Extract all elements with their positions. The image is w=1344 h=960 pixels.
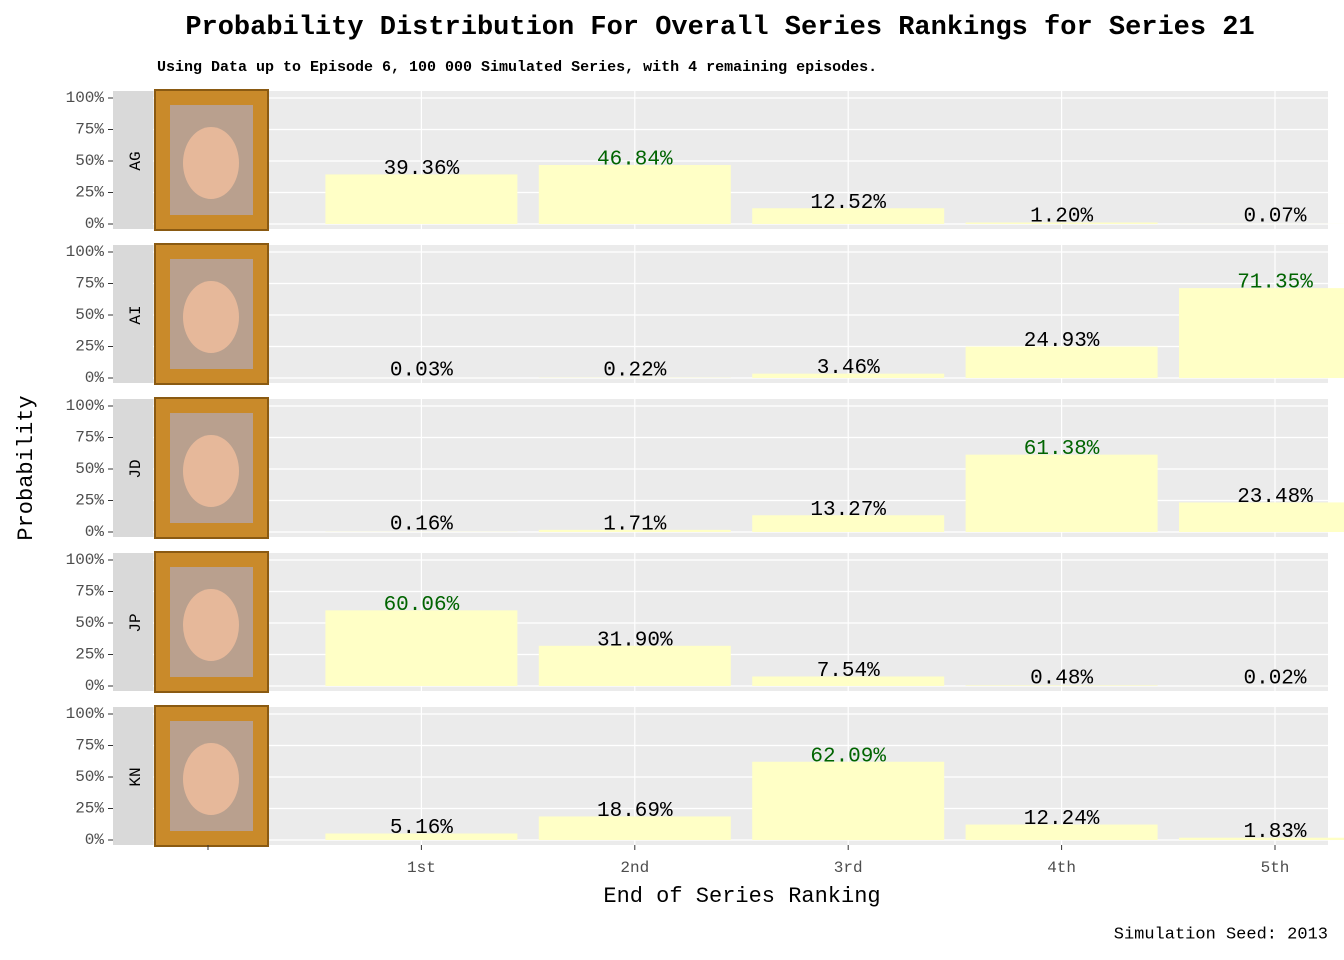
y-tick-label: 0% xyxy=(85,523,105,541)
bar xyxy=(752,515,945,532)
y-tick-label: 75% xyxy=(75,737,104,755)
y-tick-label: 50% xyxy=(75,306,104,324)
photo-face xyxy=(183,281,239,353)
bar xyxy=(965,685,1158,686)
y-tick-label: 100% xyxy=(66,243,105,261)
y-tick-label: 50% xyxy=(75,152,104,170)
value-label: 0.16% xyxy=(390,514,453,537)
strip-label: AG xyxy=(127,151,145,170)
value-label: 62.09% xyxy=(810,745,886,768)
photo-face xyxy=(183,743,239,815)
x-tick-label: 5th xyxy=(1261,859,1290,877)
x-tick-label: 4th xyxy=(1047,859,1076,877)
strip-label: KN xyxy=(127,767,145,786)
x-tick-label: 3rd xyxy=(834,859,863,877)
x-tick-label: 2nd xyxy=(620,859,649,877)
y-tick-label: 75% xyxy=(75,429,104,447)
value-label: 61.38% xyxy=(1024,438,1100,461)
bar xyxy=(1179,288,1344,378)
y-tick-label: 25% xyxy=(75,646,104,664)
strip-label: JD xyxy=(127,459,145,478)
bar xyxy=(538,645,731,686)
value-label: 12.24% xyxy=(1024,808,1100,831)
bar xyxy=(752,373,945,378)
value-label: 24.93% xyxy=(1024,330,1100,353)
value-label: 31.90% xyxy=(597,629,673,652)
strip xyxy=(113,399,153,537)
value-label: 23.48% xyxy=(1237,486,1313,509)
value-label: 1.83% xyxy=(1243,821,1306,844)
value-label: 18.69% xyxy=(597,800,673,823)
bar xyxy=(1179,837,1344,840)
y-tick-label: 75% xyxy=(75,583,104,601)
y-tick-label: 25% xyxy=(75,338,104,356)
y-tick-label: 50% xyxy=(75,768,104,786)
value-label: 5.16% xyxy=(390,817,453,840)
y-tick-label: 0% xyxy=(85,369,105,387)
y-tick-label: 100% xyxy=(66,89,105,107)
value-label: 60.06% xyxy=(384,594,460,617)
bar xyxy=(325,833,518,840)
chart-title: Probability Distribution For Overall Ser… xyxy=(185,13,1254,43)
strip-label: JP xyxy=(127,613,145,632)
value-label: 71.35% xyxy=(1237,272,1313,295)
x-axis-label: End of Series Ranking xyxy=(603,884,880,909)
strip xyxy=(113,553,153,691)
value-label: 46.84% xyxy=(597,149,673,172)
bar xyxy=(965,222,1158,224)
bar xyxy=(965,824,1158,840)
strip xyxy=(113,707,153,845)
bar xyxy=(965,454,1158,532)
bar xyxy=(752,761,945,840)
photo-face xyxy=(183,589,239,661)
value-label: 1.71% xyxy=(603,513,666,536)
bar xyxy=(752,208,945,224)
photo-face xyxy=(183,127,239,199)
bar xyxy=(538,164,731,224)
y-tick-label: 25% xyxy=(75,492,104,510)
y-tick-label: 0% xyxy=(85,677,105,695)
value-label: 0.03% xyxy=(390,360,453,383)
y-tick-label: 25% xyxy=(75,184,104,202)
value-label: 39.36% xyxy=(384,158,460,181)
caption: Simulation Seed: 2013 xyxy=(1114,925,1328,944)
y-tick-label: 50% xyxy=(75,460,104,478)
value-label: 7.54% xyxy=(817,660,880,683)
y-tick-label: 100% xyxy=(66,551,105,569)
strip xyxy=(113,245,153,383)
y-axis-label: Probability xyxy=(14,395,39,540)
value-label: 1.20% xyxy=(1030,206,1093,229)
value-label: 12.52% xyxy=(810,192,886,215)
strip-label: AI xyxy=(127,305,145,324)
y-tick-label: 100% xyxy=(66,397,105,415)
x-tick-label: 1st xyxy=(407,859,436,877)
y-tick-label: 25% xyxy=(75,800,104,818)
y-tick-label: 75% xyxy=(75,275,104,293)
y-tick-label: 100% xyxy=(66,705,105,723)
value-label: 3.46% xyxy=(817,357,880,380)
photo-face xyxy=(183,435,239,507)
value-label: 0.07% xyxy=(1243,206,1306,229)
bar xyxy=(1179,502,1344,532)
strip xyxy=(113,91,153,229)
bar xyxy=(538,529,731,532)
value-label: 0.22% xyxy=(603,360,666,383)
value-label: 13.27% xyxy=(810,499,886,522)
bar xyxy=(965,346,1158,378)
y-tick-label: 0% xyxy=(85,215,105,233)
bar xyxy=(538,816,731,840)
bar xyxy=(752,676,945,686)
y-tick-label: 75% xyxy=(75,121,104,139)
bar xyxy=(325,174,518,224)
value-label: 0.48% xyxy=(1030,668,1093,691)
y-tick-label: 50% xyxy=(75,614,104,632)
y-tick-label: 0% xyxy=(85,831,105,849)
bar xyxy=(325,610,518,686)
chart-subtitle: Using Data up to Episode 6, 100 000 Simu… xyxy=(157,59,877,76)
value-label: 0.02% xyxy=(1243,668,1306,691)
